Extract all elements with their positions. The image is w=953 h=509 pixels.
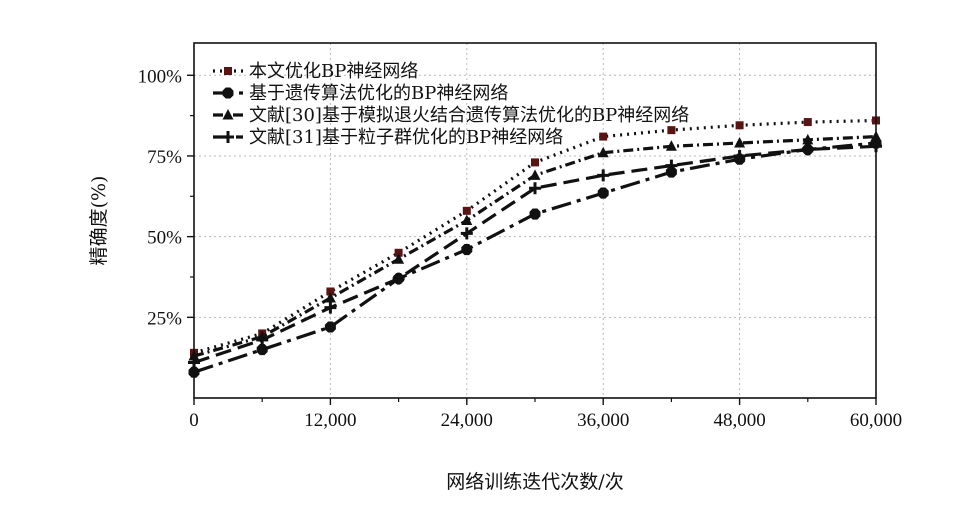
legend-item: 文献[30]基于模拟退火结合遗传算法优化的BP神经网络 (213, 105, 689, 126)
legend-item: 本文优化BP神经网络 (213, 61, 418, 82)
data-point (393, 253, 405, 264)
x-axis-ticks: 0 12,000 24,000 36,000 48,000 60,000 (189, 398, 902, 431)
y-tick-label: 100% (138, 66, 183, 87)
data-point (734, 137, 746, 148)
series-line (193, 144, 877, 365)
x-tick-label: 12,000 (304, 410, 356, 431)
legend-label: 文献[30]基于模拟退火结合遗传算法优化的BP神经网络 (249, 105, 689, 126)
data-point (801, 143, 814, 156)
plot-frame (193, 42, 877, 399)
y-axis-ticks: 25% 50% 75% 100% (138, 66, 194, 359)
legend: 本文优化BP神经网络基于遗传算法优化的BP神经网络文献[30]基于模拟退火结合遗… (213, 61, 689, 148)
legend-marker (222, 109, 234, 120)
data-point (803, 118, 812, 127)
legend-label: 基于遗传算法优化的BP神经网络 (249, 83, 508, 104)
data-point (597, 146, 609, 158)
data-point (460, 227, 473, 240)
data-point (392, 272, 405, 285)
legend-item: 基于遗传算法优化的BP神经网络 (213, 83, 508, 104)
series-lines (188, 116, 882, 378)
y-tick-label: 25% (147, 308, 182, 329)
data-point (256, 344, 268, 356)
grid-lines (194, 43, 876, 398)
y-axis-label: 精确度(%) (88, 176, 110, 266)
legend-label: 本文优化BP神经网络 (249, 61, 418, 82)
x-tick-label: 24,000 (441, 410, 493, 431)
data-point (461, 244, 473, 256)
y-tick-label: 50% (147, 228, 182, 249)
data-point (599, 132, 608, 141)
legend-marker (222, 87, 234, 99)
data-point (394, 248, 403, 257)
data-point (462, 206, 471, 215)
data-point (665, 140, 677, 151)
legend-item: 文献[31]基于粒子群优化的BP神经网络 (213, 127, 563, 148)
data-point (324, 291, 336, 303)
data-point (529, 169, 541, 180)
data-point (461, 214, 473, 225)
data-point (667, 126, 676, 135)
data-point (324, 301, 337, 314)
data-point (256, 333, 269, 346)
y-tick-label: 75% (147, 147, 182, 168)
x-tick-label: 48,000 (713, 410, 765, 431)
legend-marker (224, 67, 232, 75)
data-point (665, 159, 678, 172)
legend-marker (222, 131, 234, 143)
data-point (326, 287, 335, 296)
data-point (802, 133, 814, 145)
data-point (665, 166, 677, 178)
x-tick-label: 0 (189, 410, 199, 431)
data-point (531, 158, 539, 167)
series-4 (188, 140, 882, 369)
legend-label: 文献[31]基于粒子群优化的BP神经网络 (249, 127, 563, 148)
data-point (597, 169, 610, 182)
data-point (733, 149, 746, 162)
data-point (529, 208, 541, 220)
x-tick-label: 36,000 (577, 410, 629, 431)
data-point (735, 121, 744, 130)
data-point (324, 321, 336, 333)
data-point (529, 182, 541, 195)
data-point (597, 187, 609, 199)
x-axis-label: 网络训练迭代次数/次 (446, 471, 623, 493)
x-tick-label: 60,000 (850, 410, 902, 431)
